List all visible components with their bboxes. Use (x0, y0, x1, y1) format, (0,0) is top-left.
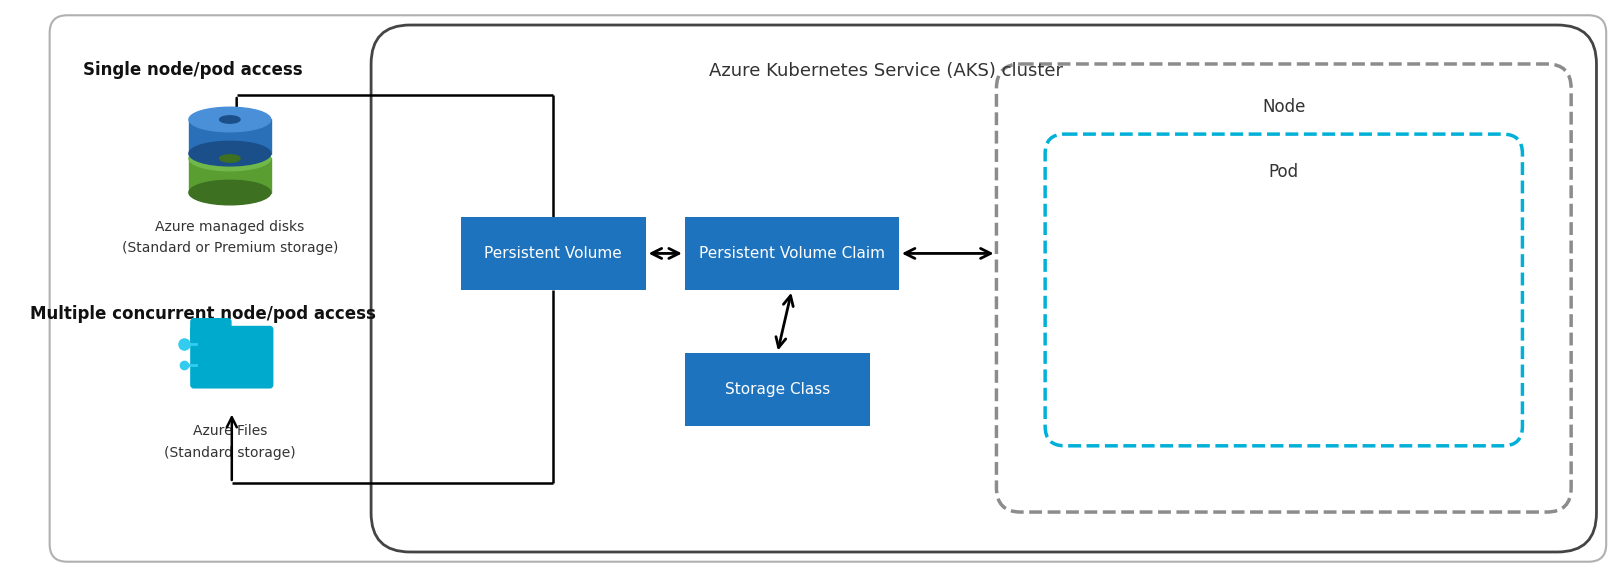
Text: Persistent Volume: Persistent Volume (484, 246, 621, 261)
Ellipse shape (189, 141, 271, 166)
FancyBboxPatch shape (1046, 134, 1522, 446)
Text: Multiple concurrent node/pod access: Multiple concurrent node/pod access (29, 305, 376, 323)
Text: Persistent Volume Claim: Persistent Volume Claim (699, 246, 884, 261)
FancyBboxPatch shape (371, 25, 1596, 552)
Ellipse shape (220, 116, 240, 123)
Bar (189, 119, 271, 153)
Ellipse shape (189, 107, 271, 132)
FancyBboxPatch shape (460, 217, 646, 290)
Text: Storage Class: Storage Class (725, 383, 830, 398)
Ellipse shape (189, 146, 271, 171)
FancyBboxPatch shape (684, 353, 870, 426)
Ellipse shape (220, 155, 240, 162)
Text: Node: Node (1262, 98, 1306, 116)
Text: Azure Files: Azure Files (192, 424, 266, 439)
Text: Azure Kubernetes Service (AKS) cluster: Azure Kubernetes Service (AKS) cluster (709, 62, 1062, 80)
Text: Azure managed disks: Azure managed disks (155, 220, 305, 234)
Text: Single node/pod access: Single node/pod access (82, 61, 303, 79)
FancyBboxPatch shape (190, 319, 231, 344)
Text: Pod: Pod (1269, 163, 1299, 181)
Ellipse shape (189, 180, 271, 205)
Bar (189, 159, 271, 193)
FancyBboxPatch shape (684, 217, 899, 290)
FancyBboxPatch shape (996, 64, 1570, 512)
FancyBboxPatch shape (190, 327, 273, 388)
Text: (Standard storage): (Standard storage) (165, 446, 295, 460)
Text: (Standard or Premium storage): (Standard or Premium storage) (121, 241, 337, 255)
FancyBboxPatch shape (50, 15, 1606, 562)
